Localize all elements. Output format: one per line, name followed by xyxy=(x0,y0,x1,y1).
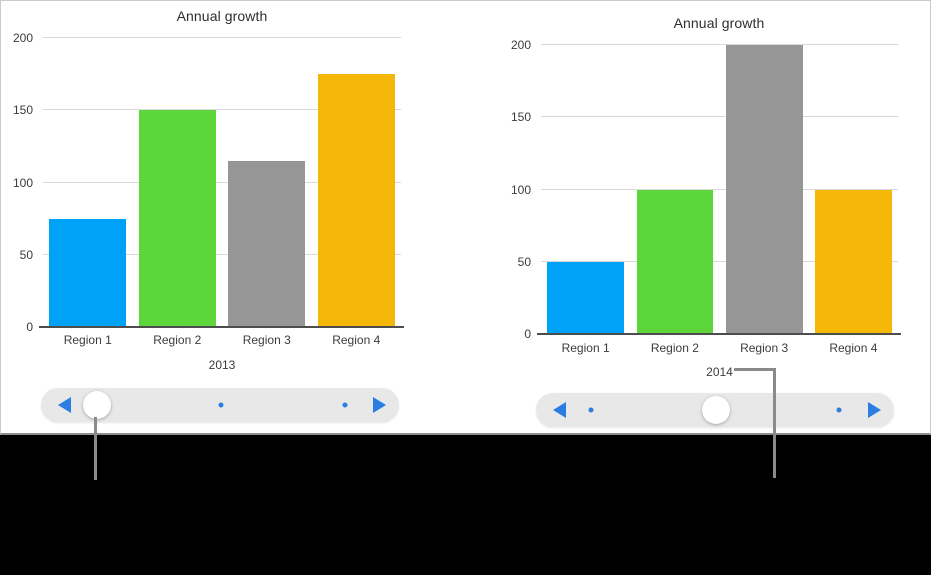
gridline xyxy=(43,181,401,183)
y-tick-label: 150 xyxy=(12,103,33,118)
gridline xyxy=(43,37,401,38)
page-scrubber[interactable] xyxy=(41,388,399,422)
scrubber-page-dot[interactable] xyxy=(588,407,594,413)
y-tick-label: 100 xyxy=(12,175,33,190)
bar-slot xyxy=(312,38,402,327)
x-tick-label: Region 2 xyxy=(650,341,699,355)
scrubber-thumb[interactable] xyxy=(702,396,731,424)
bar-region-3[interactable] xyxy=(228,160,306,327)
bar-slot xyxy=(809,45,898,334)
gridline xyxy=(541,188,898,190)
bars-group xyxy=(541,45,898,334)
plot-area: 0 50 100 150 200 xyxy=(511,39,901,340)
y-tick-label: 0 xyxy=(524,327,531,341)
y-tick-label: 200 xyxy=(510,38,531,52)
page-scrubber[interactable] xyxy=(536,393,894,427)
bar-slot xyxy=(222,38,312,327)
gridline xyxy=(541,116,898,118)
chart-title: Annual growth xyxy=(176,8,268,24)
bar-slot xyxy=(133,38,223,327)
back-arrow-icon[interactable] xyxy=(553,402,566,418)
y-tick-label: 50 xyxy=(19,247,33,262)
bar-region-4[interactable] xyxy=(317,74,395,327)
x-tick-label: Region 1 xyxy=(561,341,610,355)
chart-2014: Annual growth 0 50 100 150 200 Region 1 Regio… xyxy=(1,1,930,433)
bar-slot xyxy=(43,38,133,327)
x-axis-line xyxy=(39,326,404,328)
x-axis-labels: Region 1 Region 2 Region 3 Region 4 xyxy=(541,341,898,355)
back-arrow-icon[interactable] xyxy=(58,397,71,413)
scrubber-page-dot[interactable] xyxy=(218,402,224,408)
callout-line-2013 xyxy=(94,417,97,480)
y-tick-label: 0 xyxy=(26,320,33,334)
y-tick-label: 50 xyxy=(517,254,531,269)
y-tick-label: 200 xyxy=(12,31,33,45)
x-tick-label: Region 4 xyxy=(829,341,878,355)
forward-arrow-icon[interactable] xyxy=(868,402,881,418)
callout-line-2014-vertical xyxy=(773,368,776,478)
y-tick-label: 150 xyxy=(510,110,531,125)
bar-region-1[interactable] xyxy=(49,218,127,327)
x-tick-label: Region 1 xyxy=(63,333,112,347)
bar-region-4[interactable] xyxy=(815,189,892,334)
bar-slot xyxy=(630,45,719,334)
bar-region-3[interactable] xyxy=(725,45,803,334)
bar-slot xyxy=(541,45,630,334)
gridline xyxy=(541,260,898,262)
gridline xyxy=(43,109,401,111)
x-axis-title: 2014 xyxy=(706,365,733,379)
x-axis-title: 2013 xyxy=(208,358,236,372)
x-tick-label: Region 3 xyxy=(242,333,291,347)
bar-region-1[interactable] xyxy=(547,261,624,334)
screenshot-panel: Annual growth 0 50 100 150 200 Region 1 Regio… xyxy=(0,0,931,435)
x-tick-label: Region 2 xyxy=(153,333,202,347)
forward-arrow-icon[interactable] xyxy=(373,397,386,413)
plot-area: 0 50 100 150 200 xyxy=(13,32,404,333)
bar-region-2[interactable] xyxy=(138,110,216,327)
y-tick-label: 100 xyxy=(510,182,531,197)
x-axis-line xyxy=(537,333,901,335)
x-tick-label: Region 3 xyxy=(740,341,789,355)
scrubber-thumb[interactable] xyxy=(82,391,111,419)
gridline xyxy=(541,44,898,45)
chart-2013: Annual growth 0 50 100 150 200 Region 1 Regio… xyxy=(1,1,930,433)
callout-line-2014-horizontal xyxy=(734,368,776,371)
bars-group xyxy=(43,38,401,327)
scrubber-page-dot[interactable] xyxy=(342,402,348,408)
bar-slot xyxy=(720,45,809,334)
chart-title: Annual growth xyxy=(673,15,765,31)
x-tick-label: Region 4 xyxy=(332,333,381,347)
gridline xyxy=(43,253,401,255)
bar-region-2[interactable] xyxy=(636,189,714,334)
scrubber-page-dot[interactable] xyxy=(836,407,842,413)
x-axis-labels: Region 1 Region 2 Region 3 Region 4 xyxy=(43,333,401,347)
